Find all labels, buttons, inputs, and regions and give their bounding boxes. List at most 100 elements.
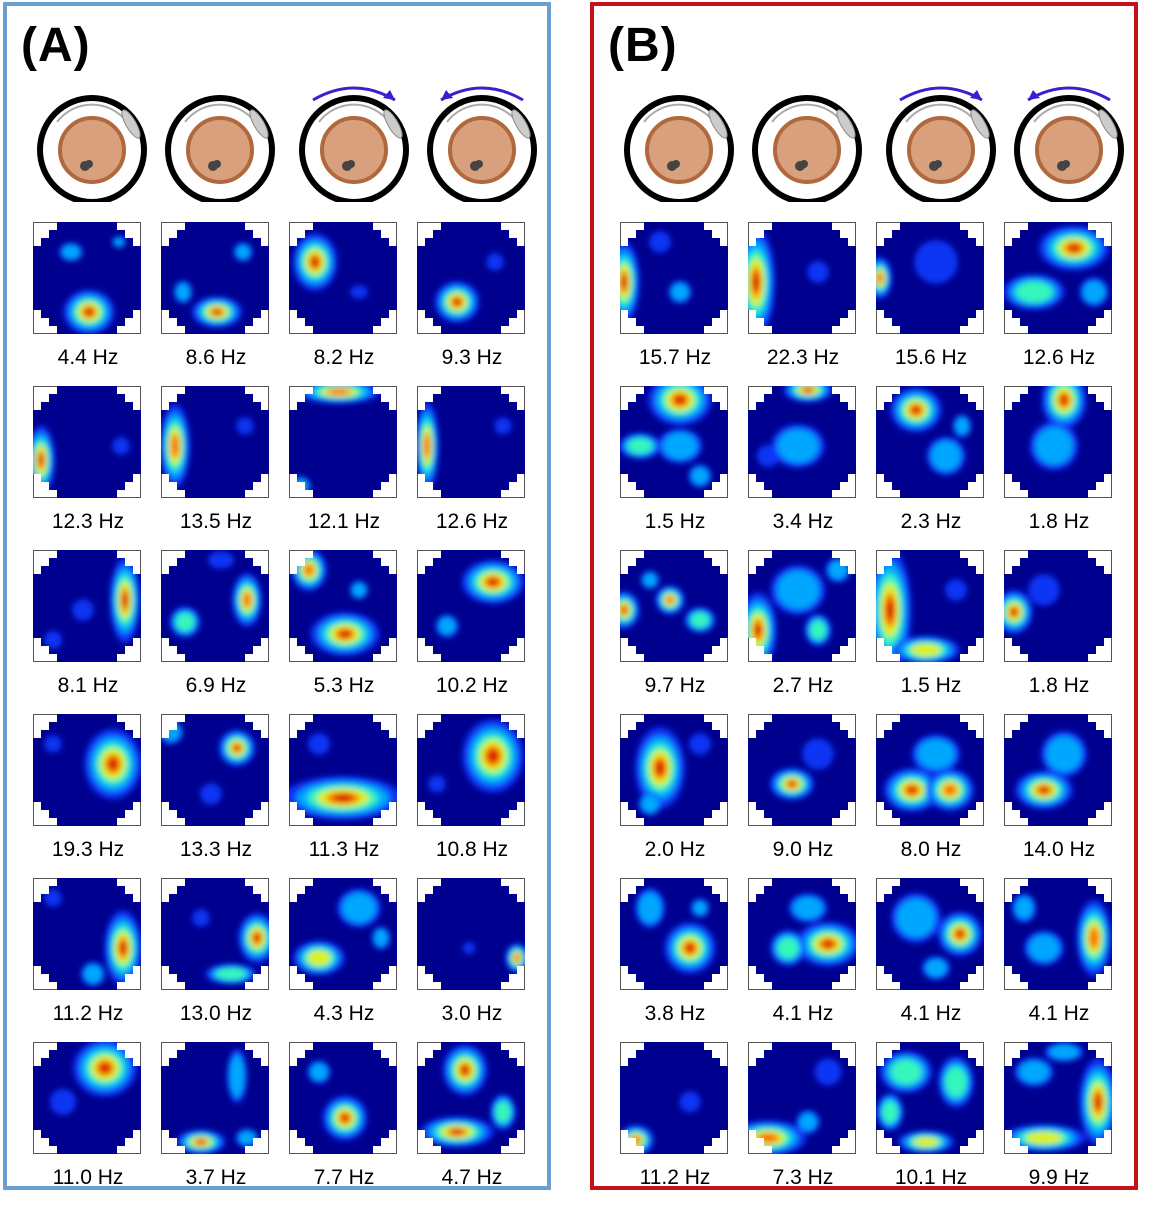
ratemap-cell: 10.8 Hz [413,714,531,878]
peak-rate-label: 15.7 Hz [638,346,712,369]
peak-rate-label: 4.1 Hz [1028,1002,1090,1025]
ratemap-cell: 4.1 Hz [744,878,862,1042]
peak-rate-label: 3.4 Hz [772,510,834,533]
arena-rotating-ccw-icon [427,86,537,205]
ratemap-heatmap [876,222,984,334]
ratemap [289,222,397,334]
ratemap [1004,386,1112,498]
ratemap [620,386,728,498]
ratemap-heatmap [289,878,397,990]
arena-schematic [620,84,738,205]
ratemap-heatmap [417,714,525,826]
ratemap-cell: 12.6 Hz [413,386,531,550]
ratemap-row: 2.0 Hz 9.0 Hz 8.0 Hz 14.0 Hz [616,714,1126,878]
ratemap [1004,222,1112,334]
ratemap [161,550,269,662]
ratemap-cell: 8.0 Hz [872,714,990,878]
ratemap-heatmap [620,222,728,334]
ratemap [417,222,525,334]
ratemap-heatmap [748,1042,856,1154]
panel-label: (A) [21,19,91,72]
peak-rate-label: 9.3 Hz [441,346,503,369]
peak-rate-label: 1.8 Hz [1028,674,1090,697]
ratemap-cell: 3.8 Hz [616,878,734,1042]
ratemap-cell: 7.7 Hz [285,1042,403,1206]
peak-rate-label: 11.2 Hz [52,1002,124,1025]
ratemap-cell: 10.2 Hz [413,550,531,714]
ratemap [876,1042,984,1154]
ratemap-heatmap [748,714,856,826]
ratemap-cell: 12.3 Hz [29,386,147,550]
ratemap-heatmap [620,714,728,826]
peak-rate-label: 15.6 Hz [894,346,968,369]
arena-schematic [1010,84,1128,205]
ratemap-heatmap [1004,1042,1112,1154]
peak-rate-label: 13.0 Hz [179,1002,253,1025]
arena-schematic [33,84,151,205]
peak-rate-label: 12.6 Hz [1022,346,1096,369]
panel-a: (A) 4.4 Hz 8.6 Hz 8.2 Hz 9.3 Hz 12.3 Hz 13.5 … [3,2,551,1190]
peak-rate-label: 5.3 Hz [313,674,375,697]
panel-b: (B) 15.7 Hz 22.3 Hz 15.6 Hz 12.6 Hz 1.5 Hz 3.… [590,2,1138,1190]
ratemap [748,714,856,826]
ratemap-cell: 11.2 Hz [29,878,147,1042]
ratemap-heatmap [33,222,141,334]
ratemap-heatmap [748,222,856,334]
ratemap-heatmap [33,1042,141,1154]
ratemap [289,1042,397,1154]
peak-rate-label: 11.0 Hz [52,1166,124,1189]
peak-rate-label: 1.5 Hz [644,510,706,533]
ratemap [620,878,728,990]
arena-icons [33,84,537,205]
ratemap-heatmap [748,386,856,498]
ratemap-heatmap [161,550,269,662]
ratemap-cell: 11.3 Hz [285,714,403,878]
ratemap-heatmap [161,222,269,334]
ratemap-heatmap [417,222,525,334]
ratemap-heatmap [289,222,397,334]
ratemap [417,1042,525,1154]
arena-rotating-ccw-icon [1014,86,1124,205]
ratemap-heatmap [1004,222,1112,334]
ratemap-cell: 3.7 Hz [157,1042,275,1206]
ratemap [417,550,525,662]
ratemap [289,878,397,990]
ratemap [289,550,397,662]
ratemap-cell: 2.7 Hz [744,550,862,714]
peak-rate-label: 22.3 Hz [766,346,840,369]
ratemap-heatmap [620,386,728,498]
ratemap-cell: 4.1 Hz [1000,878,1118,1042]
arena-icon [37,95,147,205]
ratemap-heatmap [876,878,984,990]
panel-label: (B) [608,19,678,72]
ratemap-heatmap [876,714,984,826]
ratemap-cell: 13.0 Hz [157,878,275,1042]
ratemap-heatmap [417,878,525,990]
ratemap-heatmap [876,386,984,498]
ratemap [876,550,984,662]
ratemap [289,714,397,826]
ratemap-row: 12.3 Hz 13.5 Hz 12.1 Hz 12.6 Hz [29,386,539,550]
ratemap-cell: 8.1 Hz [29,550,147,714]
ratemap-cell: 11.2 Hz [616,1042,734,1206]
ratemap-cell: 9.7 Hz [616,550,734,714]
ratemap [33,878,141,990]
ratemap-cell: 8.6 Hz [157,222,275,386]
ratemap [876,386,984,498]
ratemap [620,550,728,662]
ratemap [748,386,856,498]
ratemap-heatmap [748,550,856,662]
ratemap [33,222,141,334]
ratemap-heatmap [289,386,397,498]
ratemap-cell: 1.8 Hz [1000,550,1118,714]
ratemap [1004,550,1112,662]
ratemap-heatmap [161,878,269,990]
ratemap-cell: 4.1 Hz [872,878,990,1042]
arena-schematic [748,84,866,205]
ratemap [876,714,984,826]
peak-rate-label: 2.0 Hz [644,838,706,861]
ratemap [417,714,525,826]
peak-rate-label: 3.7 Hz [185,1166,247,1189]
ratemap-heatmap [1004,550,1112,662]
peak-rate-label: 8.1 Hz [57,674,119,697]
